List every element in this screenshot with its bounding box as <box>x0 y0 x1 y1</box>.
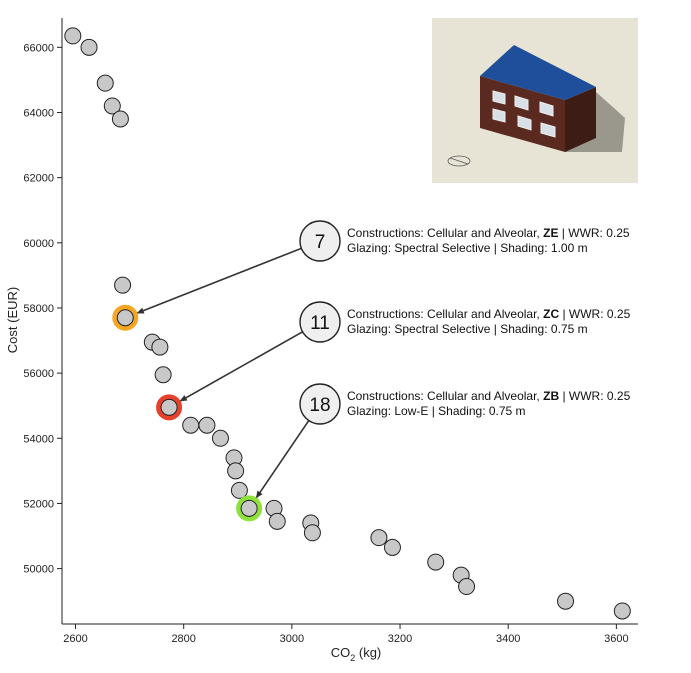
annotation-line1-pre: Constructions: Cellular and Alveolar, <box>347 226 543 240</box>
annotation-line2: Glazing: Spectral Selective | Shading: 1… <box>347 241 588 255</box>
data-point <box>303 524 321 542</box>
data-point <box>182 416 200 434</box>
y-ticks: 50000 52000 54000 56000 58000 60000 62000 64000… <box>23 42 62 576</box>
y-tick-label: 60000 <box>23 238 54 250</box>
data-point <box>154 366 172 384</box>
annotation-line1-bold: ZB <box>543 389 559 403</box>
building-3d-model-render <box>432 18 638 183</box>
annotations: 7 Constructions: Cellular and Alveolar, Z… <box>299 220 631 425</box>
annotation: 18 Constructions: Cellular and Alveolar, … <box>299 383 631 425</box>
y-tick-label: 54000 <box>23 433 54 445</box>
y-tick-label: 52000 <box>23 498 54 510</box>
data-point <box>116 309 134 327</box>
highlight-ring <box>156 394 183 421</box>
annotation-line1: Constructions: Cellular and Alveolar, ZE… <box>347 226 630 240</box>
annotation-line1-pre: Constructions: Cellular and Alveolar, <box>347 307 543 321</box>
y-tick-label: 50000 <box>23 564 54 576</box>
x-tick-label: 3000 <box>280 633 304 645</box>
data-point <box>160 398 178 416</box>
annotation-leader-line <box>255 420 310 499</box>
data-point <box>458 578 476 596</box>
annotation-leader-lines <box>136 247 310 499</box>
data-point <box>64 27 82 45</box>
annotation-line1-post: | WWR: 0.25 <box>558 226 629 240</box>
data-point <box>80 38 98 56</box>
highlight-ring <box>112 304 139 331</box>
annotation-line1-post: | WWR: 0.25 <box>559 389 630 403</box>
data-point <box>240 499 258 517</box>
x-tick-label: 3400 <box>496 633 520 645</box>
y-tick-label: 64000 <box>23 107 54 119</box>
data-point <box>268 512 286 530</box>
annotation-line1: Constructions: Cellular and Alveolar, ZC… <box>347 307 631 321</box>
x-tick-label: 2800 <box>171 633 195 645</box>
data-point <box>198 416 216 434</box>
data-point <box>151 338 169 356</box>
x-tick-label: 3600 <box>604 633 628 645</box>
y-tick-label: 58000 <box>23 303 54 315</box>
annotation-number: 18 <box>309 395 330 416</box>
annotation-line2: Glazing: Spectral Selective | Shading: 0… <box>347 322 588 336</box>
x-tick-label: 2600 <box>63 633 87 645</box>
annotation-line1-bold: ZE <box>543 226 558 240</box>
annotation-arrowhead <box>136 307 145 314</box>
annotation-leader-line <box>179 331 303 403</box>
x-tick-label: 3200 <box>388 633 412 645</box>
y-axis-title: Cost (EUR) <box>5 287 20 353</box>
annotation-number: 11 <box>310 313 330 334</box>
annotation-line1-post: | WWR: 0.25 <box>559 307 630 321</box>
data-point <box>227 462 245 480</box>
y-tick-label: 66000 <box>23 42 54 54</box>
data-point <box>211 429 229 447</box>
data-point <box>383 538 401 556</box>
x-ticks: 2600 2800 3000 3200 3400 3600 <box>63 624 629 645</box>
annotation-number-circle <box>299 301 341 343</box>
data-point <box>557 592 575 610</box>
data-point <box>613 602 631 620</box>
data-point <box>230 481 248 499</box>
data-points <box>64 27 631 620</box>
annotation: 11 Constructions: Cellular and Alveolar, … <box>299 301 631 343</box>
annotation-number: 7 <box>315 232 326 253</box>
data-point <box>114 276 132 294</box>
annotation-line1: Constructions: Cellular and Alveolar, ZB… <box>347 389 631 403</box>
annotation-line1-pre: Constructions: Cellular and Alveolar, <box>347 389 543 403</box>
data-point <box>111 110 129 128</box>
annotation-line2: Glazing: Low-E | Shading: 0.75 m <box>347 404 526 418</box>
x-axis-title: CO2 (kg) <box>331 645 382 663</box>
highlight-ring <box>236 495 263 522</box>
y-tick-label: 56000 <box>23 368 54 380</box>
annotation-leader-line <box>136 247 302 315</box>
annotation-line1-bold: ZC <box>543 307 559 321</box>
annotation: 7 Constructions: Cellular and Alveolar, Z… <box>299 220 630 262</box>
data-point <box>103 97 121 115</box>
data-point <box>370 529 388 547</box>
annotation-number-circle <box>299 383 341 425</box>
data-point <box>427 553 445 571</box>
annotation-arrowhead <box>179 395 188 402</box>
annotation-arrowhead <box>255 490 263 499</box>
y-tick-label: 62000 <box>23 173 54 185</box>
annotation-number-circle <box>299 220 341 262</box>
data-point <box>96 74 114 92</box>
axes <box>61 18 638 625</box>
